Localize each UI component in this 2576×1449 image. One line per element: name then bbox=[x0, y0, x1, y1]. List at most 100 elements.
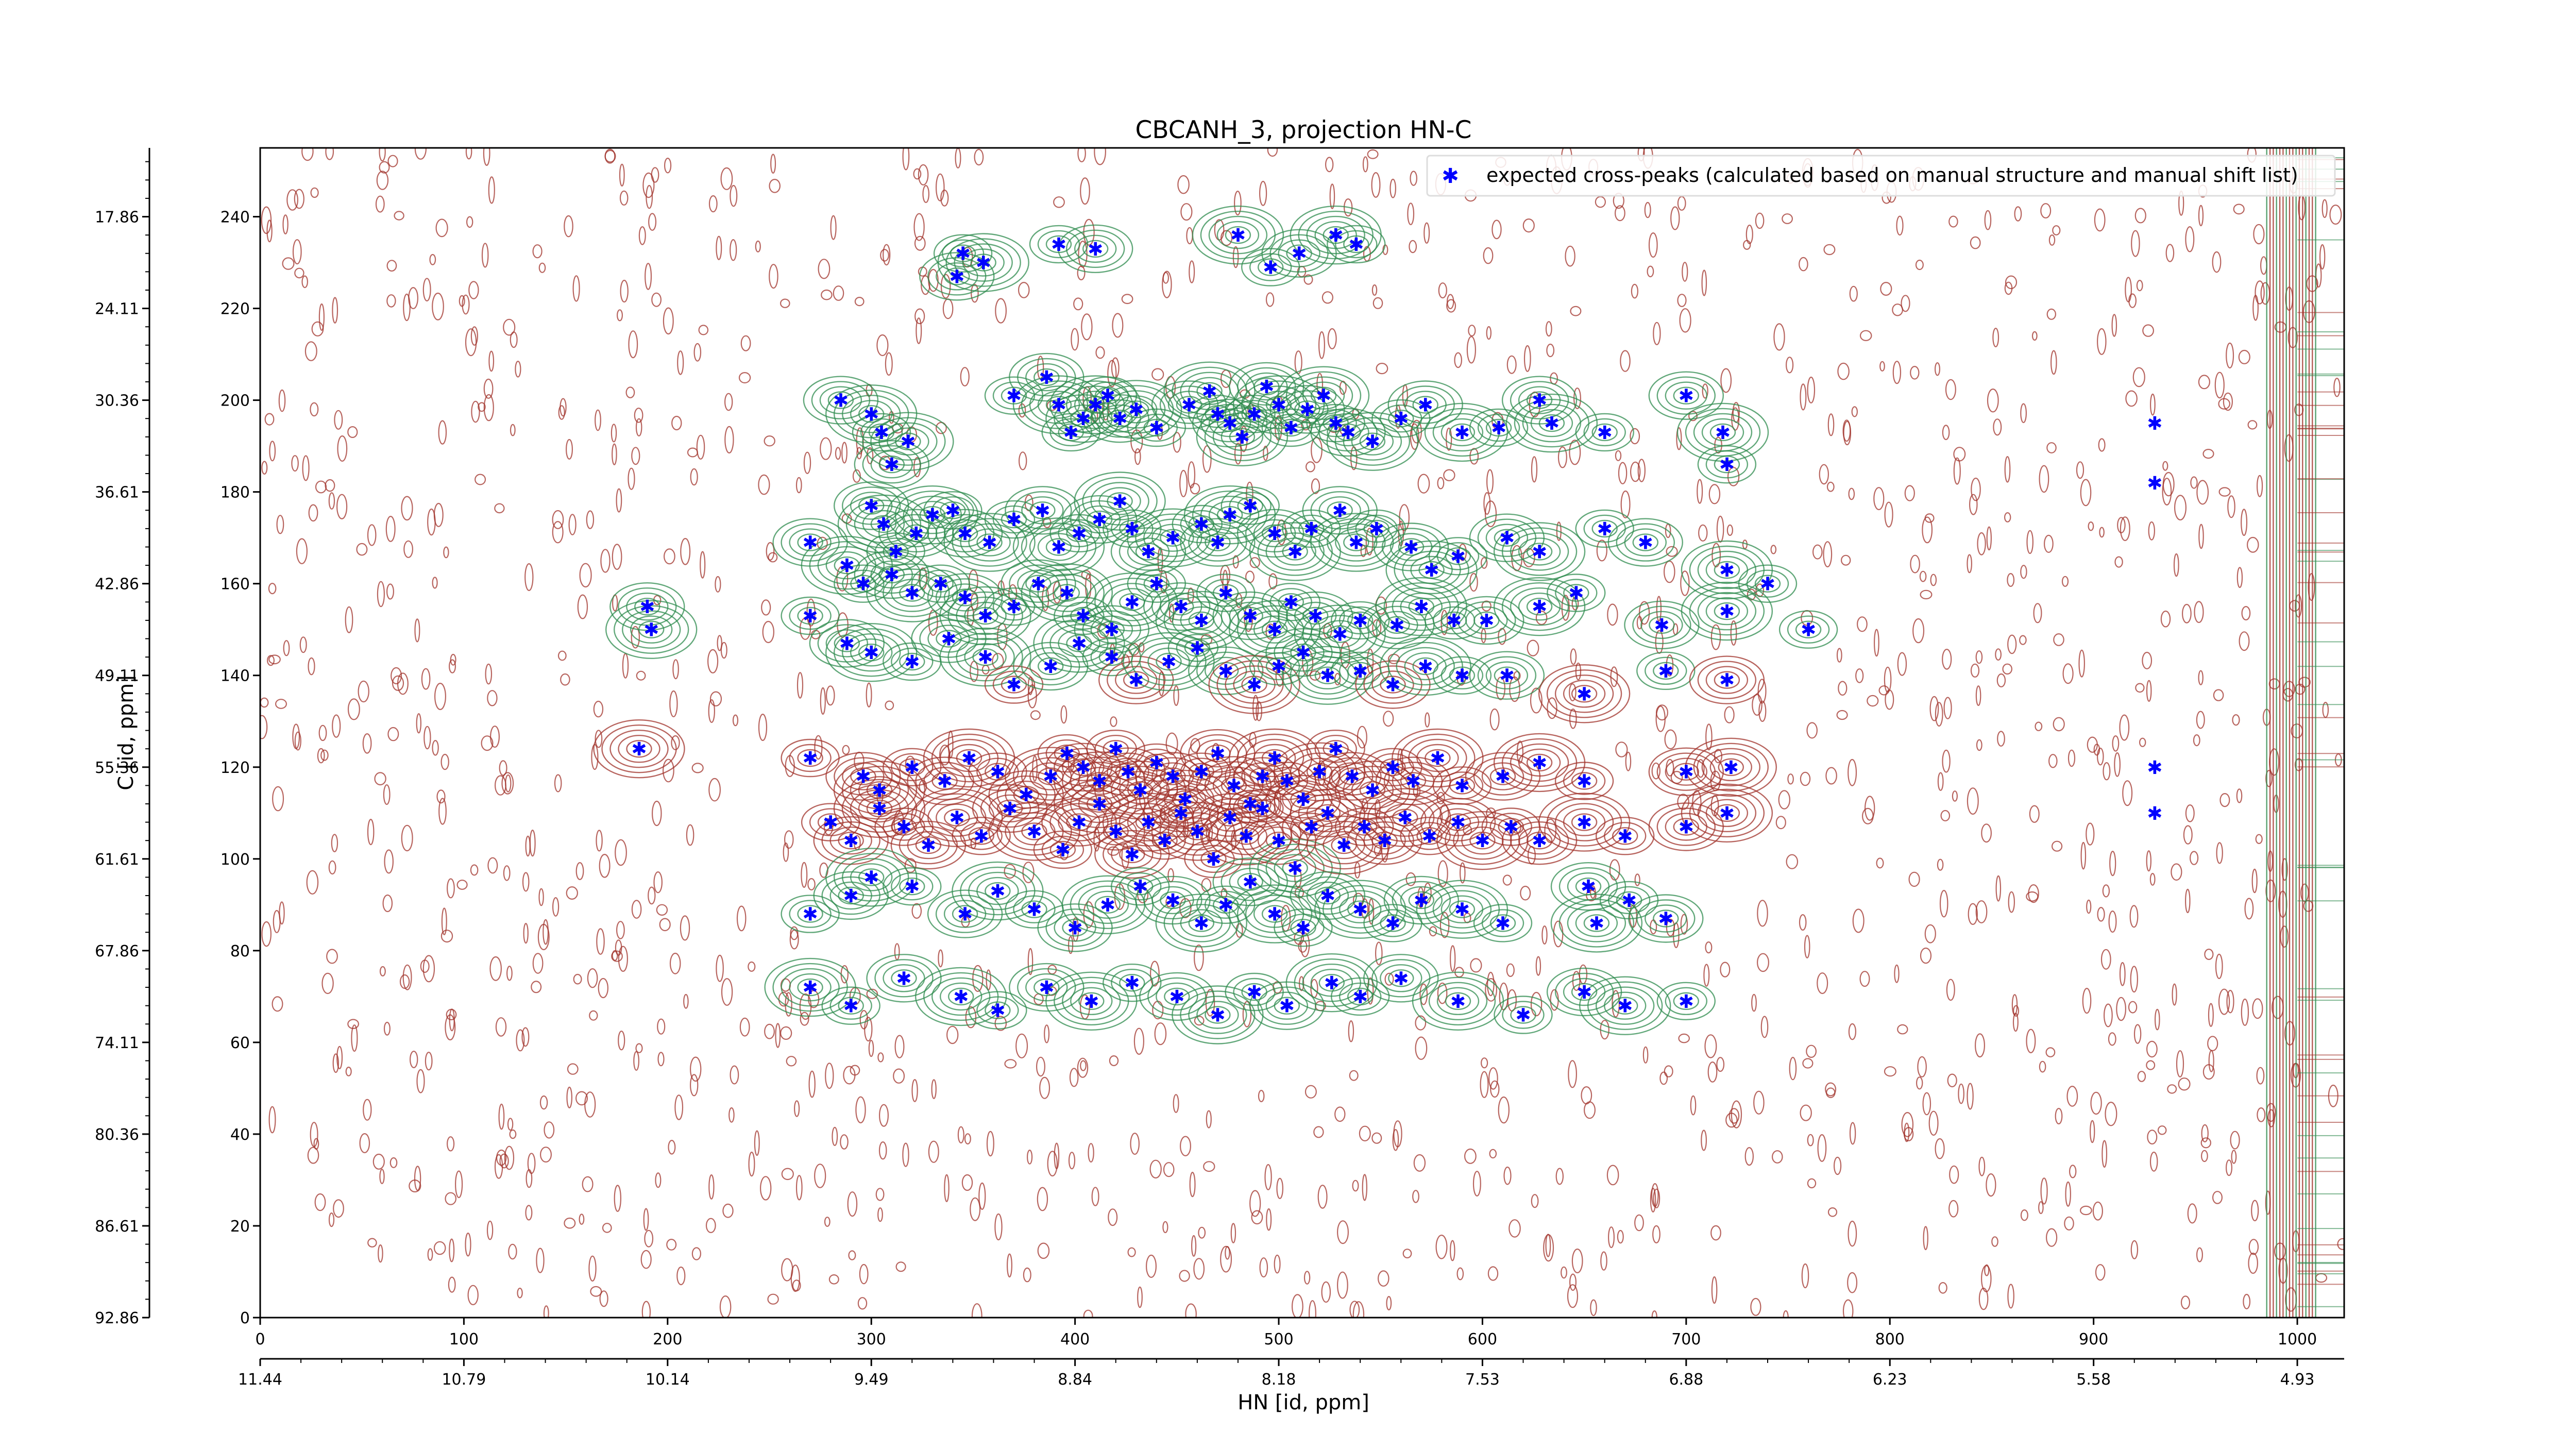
noise-contour bbox=[372, 1153, 385, 1170]
cross-peak-marker: ✱ bbox=[1403, 537, 1419, 559]
noise-contour bbox=[708, 1174, 715, 1200]
noise-contour bbox=[1004, 864, 1016, 879]
noise-contour bbox=[515, 360, 521, 378]
cross-peak-marker: ✱ bbox=[1108, 739, 1124, 760]
peak-contour bbox=[1546, 669, 1622, 718]
peak-contour bbox=[825, 622, 918, 682]
noise-contour bbox=[736, 905, 747, 932]
cross-peak-marker: ✱ bbox=[1271, 656, 1286, 678]
cross-peak-marker: ✱ bbox=[978, 606, 993, 627]
peak-contour bbox=[618, 734, 660, 763]
noise-contour bbox=[1977, 532, 1986, 555]
noise-contour bbox=[2080, 841, 2087, 870]
noise-contour bbox=[1677, 794, 1689, 810]
cross-peak-marker: ✱ bbox=[1617, 826, 1633, 847]
noise-contour bbox=[2233, 204, 2245, 215]
noise-contour bbox=[1855, 668, 1864, 683]
noise-contour bbox=[1942, 649, 1952, 670]
y-ppm-tick-label: 86.61 bbox=[95, 1218, 139, 1236]
noise-contour bbox=[2095, 1264, 2106, 1281]
noise-contour bbox=[432, 740, 439, 756]
noise-contour bbox=[2146, 1040, 2158, 1058]
noise-contour bbox=[1825, 1082, 1837, 1097]
noise-contour bbox=[1711, 543, 1721, 568]
cross-peak-marker: ✱ bbox=[933, 574, 948, 595]
noise-contour bbox=[648, 213, 657, 231]
noise-contour bbox=[1892, 304, 1904, 316]
cross-peak-marker: ✱ bbox=[1051, 234, 1066, 256]
cross-peak-marker: ✱ bbox=[1181, 395, 1197, 416]
cross-peak-marker: ✱ bbox=[1194, 514, 1209, 535]
noise-contour bbox=[720, 167, 733, 190]
noise-contour bbox=[1904, 1122, 1910, 1142]
noise-contour bbox=[410, 1050, 418, 1068]
noise-contour bbox=[2033, 603, 2042, 624]
noise-contour bbox=[1836, 648, 1842, 663]
noise-contour bbox=[921, 275, 930, 295]
peak-contour bbox=[1575, 413, 1634, 452]
noise-contour bbox=[1415, 1015, 1427, 1031]
noise-contour bbox=[1826, 481, 1835, 492]
noise-contour bbox=[579, 563, 592, 588]
noise-contour bbox=[1334, 1106, 1346, 1122]
noise-contour bbox=[278, 389, 286, 412]
noise-contour bbox=[485, 663, 493, 685]
noise-contour bbox=[1970, 663, 1980, 678]
noise-contour bbox=[1522, 548, 1535, 567]
noise-contour bbox=[1030, 710, 1041, 720]
noise-contour bbox=[1896, 215, 1904, 236]
noise-contour bbox=[1561, 1266, 1567, 1279]
noise-contour bbox=[2214, 372, 2225, 399]
peak-contour bbox=[609, 582, 685, 631]
cross-peak-marker: ✱ bbox=[1450, 991, 1466, 1013]
noise-contour bbox=[1688, 411, 1698, 422]
cross-peak-marker: ✱ bbox=[1454, 666, 1470, 687]
noise-contour bbox=[1968, 903, 1978, 925]
noise-contour bbox=[1352, 1301, 1365, 1318]
noise-contour bbox=[1637, 459, 1646, 482]
noise-contour bbox=[2080, 479, 2092, 507]
noise-contour bbox=[902, 1142, 909, 1167]
peak-contour bbox=[1335, 230, 1378, 259]
peak-contour bbox=[1343, 235, 1369, 254]
peak-contour bbox=[1054, 399, 1113, 438]
noise-contour bbox=[722, 1203, 734, 1218]
noise-contour bbox=[821, 289, 833, 300]
noise-contour bbox=[1595, 196, 1606, 208]
peak-contour bbox=[1029, 225, 1089, 264]
noise-contour bbox=[347, 698, 360, 720]
noise-contour bbox=[1026, 1149, 1033, 1165]
peak-contour bbox=[891, 647, 934, 676]
noise-contour bbox=[1163, 1162, 1175, 1177]
noise-contour bbox=[1274, 1254, 1281, 1274]
noise-contour bbox=[450, 653, 456, 666]
noise-contour bbox=[2130, 966, 2138, 993]
peak-contour bbox=[1554, 675, 1614, 713]
cross-peak-marker: ✱ bbox=[643, 620, 659, 641]
noise-contour bbox=[2162, 461, 2168, 471]
noise-contour bbox=[1644, 201, 1651, 218]
noise-contour bbox=[401, 824, 413, 852]
noise-contour bbox=[1112, 313, 1124, 338]
noise-contour bbox=[1642, 1046, 1649, 1064]
noise-contour bbox=[425, 1051, 433, 1071]
cross-peak-marker: ✱ bbox=[1340, 423, 1355, 444]
noise-contour bbox=[336, 494, 348, 519]
cross-peak-marker: ✱ bbox=[1247, 982, 1262, 1003]
peak-contour bbox=[1208, 215, 1268, 255]
peak-contour bbox=[1192, 205, 1284, 265]
noise-contour bbox=[489, 726, 500, 748]
noise-contour bbox=[1806, 722, 1818, 739]
cross-peak-marker: ✱ bbox=[863, 867, 879, 888]
noise-contour bbox=[465, 148, 472, 160]
noise-contour bbox=[803, 451, 811, 475]
noise-contour bbox=[825, 1063, 834, 1089]
peak-contour bbox=[970, 254, 996, 272]
peak-contour bbox=[1160, 529, 1186, 547]
noise-contour bbox=[2142, 324, 2155, 337]
cross-peak-marker: ✱ bbox=[1332, 625, 1348, 646]
peak-contour bbox=[1485, 418, 1512, 437]
noise-contour bbox=[1080, 177, 1090, 205]
noise-contour bbox=[1036, 1056, 1045, 1077]
cross-peak-marker: ✱ bbox=[1088, 239, 1103, 260]
